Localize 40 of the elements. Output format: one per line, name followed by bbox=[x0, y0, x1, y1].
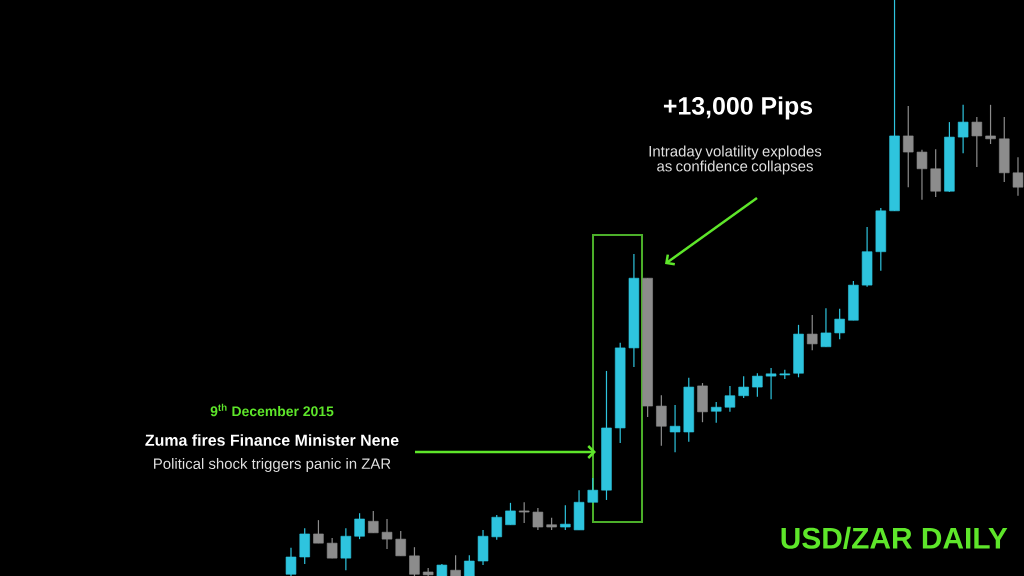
candlestick bbox=[326, 537, 338, 559]
candlestick bbox=[971, 116, 983, 168]
candlestick bbox=[395, 530, 406, 557]
annotation: Political shock triggers panic in ZAR bbox=[154, 458, 391, 472]
candlestick bbox=[285, 547, 297, 576]
candlestick bbox=[409, 546, 420, 576]
candlestick bbox=[299, 527, 310, 565]
annotation: Intraday volatility explodes as confidence collapses bbox=[649, 145, 822, 175]
candlestick bbox=[807, 314, 818, 351]
candlestick bbox=[903, 105, 914, 188]
annotation: Zuma fires Finance Minister Nene bbox=[145, 434, 399, 446]
text: USD/ZAR DAILY bbox=[781, 526, 1008, 550]
candlestick bbox=[368, 510, 379, 534]
candlestick bbox=[820, 307, 832, 348]
candlestick bbox=[930, 148, 941, 198]
candlestick bbox=[518, 501, 530, 524]
candlestick bbox=[464, 554, 475, 576]
candlestick bbox=[710, 401, 722, 424]
candlestick bbox=[354, 512, 365, 540]
candlestick bbox=[491, 514, 502, 541]
candlestick bbox=[505, 502, 516, 526]
candlestick bbox=[834, 308, 845, 340]
candlestick bbox=[560, 504, 571, 531]
candlestick bbox=[669, 404, 681, 453]
candlestick bbox=[313, 519, 324, 544]
candlestick bbox=[587, 477, 598, 503]
candlestick bbox=[381, 518, 393, 550]
candlestick bbox=[450, 554, 461, 576]
candlestick bbox=[738, 375, 749, 399]
annotation: 9$^{th}$ December 2015 bbox=[210, 403, 334, 417]
candlestick bbox=[340, 527, 352, 571]
candlestick bbox=[724, 385, 736, 413]
candlestick bbox=[985, 104, 996, 145]
candlestick bbox=[916, 149, 928, 201]
candlestick bbox=[532, 507, 544, 531]
annotation: +13,000 Pips bbox=[663, 96, 813, 120]
candlestick bbox=[656, 394, 667, 447]
candlestick bbox=[957, 104, 969, 154]
candlestick bbox=[752, 372, 763, 398]
candlestick bbox=[765, 367, 777, 400]
